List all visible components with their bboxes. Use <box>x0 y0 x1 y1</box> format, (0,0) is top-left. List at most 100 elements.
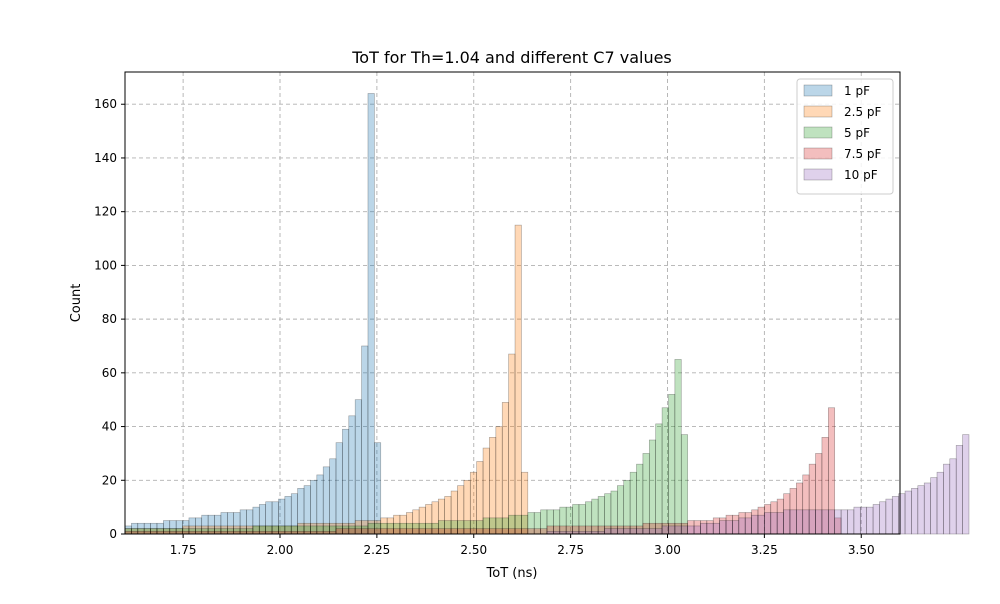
histogram-bar <box>348 528 356 535</box>
series-4-bars <box>546 434 970 535</box>
histogram-bar <box>751 514 759 535</box>
histogram-bar <box>738 517 746 535</box>
histogram-bar <box>783 509 791 535</box>
histogram-bar <box>859 506 867 535</box>
histogram-bar <box>348 415 356 535</box>
histogram-bar <box>469 528 477 535</box>
histogram-bar <box>610 528 618 535</box>
series-0-bars <box>124 93 382 535</box>
y-tick-label: 80 <box>102 312 117 326</box>
histogram-bar <box>674 525 682 535</box>
histogram-bar <box>904 490 912 535</box>
histogram-bar <box>335 528 343 535</box>
histogram-bar <box>700 522 708 535</box>
histogram-bar <box>674 359 682 535</box>
histogram-bar <box>514 528 522 535</box>
histogram-bar <box>425 528 433 535</box>
x-tick-label: 2.25 <box>364 543 391 557</box>
x-tick-label: 3.00 <box>654 543 681 557</box>
histogram-bar <box>840 509 848 535</box>
histogram-bar <box>431 528 439 535</box>
histogram-bar <box>367 93 375 535</box>
x-tick-label: 2.75 <box>557 543 584 557</box>
histogram-bar <box>629 471 637 535</box>
legend: 1 pF 2.5 pF 5 pF 7.5 pF 10 pF <box>796 78 894 195</box>
histogram-bar <box>661 407 669 535</box>
histogram-bar <box>501 402 509 535</box>
legend-box <box>796 78 894 195</box>
histogram-bar <box>335 442 343 535</box>
legend-swatch <box>803 105 833 118</box>
histogram-bar <box>342 528 350 535</box>
histogram-bar <box>693 525 701 535</box>
histogram-bar <box>444 528 452 535</box>
histogram-bar <box>655 423 663 535</box>
histogram-bar <box>808 509 816 535</box>
histogram-bar <box>386 528 394 535</box>
histogram-bar <box>847 509 855 535</box>
histogram-bar <box>521 528 529 535</box>
y-tick-label: 20 <box>102 473 117 487</box>
legend-swatch <box>803 147 833 160</box>
histogram-bar <box>962 434 970 535</box>
histogram-bar <box>361 528 369 535</box>
x-tick-label: 2.50 <box>460 543 487 557</box>
x-tick-label: 3.50 <box>848 543 875 557</box>
histogram-bar <box>412 528 420 535</box>
histogram-bar <box>828 509 836 535</box>
legend-swatch <box>803 84 833 97</box>
legend-label: 7.5 pF <box>844 147 882 161</box>
histogram-bar <box>655 528 663 535</box>
histogram-bar <box>514 224 522 535</box>
histogram-bar <box>834 509 842 535</box>
y-tick-label: 120 <box>94 205 117 219</box>
histogram-bar <box>764 512 772 535</box>
histogram-bar <box>725 520 733 535</box>
histogram-bar <box>744 517 752 535</box>
histogram-bar <box>457 528 465 535</box>
histogram-bar <box>508 353 516 535</box>
histogram-bar <box>642 453 650 535</box>
histogram-bar <box>361 345 369 535</box>
histogram-bar <box>501 528 509 535</box>
histogram-bar <box>955 445 963 535</box>
histogram-bar <box>399 528 407 535</box>
legend-label: 5 pF <box>844 126 870 140</box>
y-tick-label: 160 <box>94 97 117 111</box>
histogram-bar <box>911 488 919 535</box>
histogram-bar <box>680 434 688 535</box>
histogram-bar <box>354 399 362 535</box>
histogram-bar <box>374 528 382 535</box>
histogram-bar <box>489 528 497 535</box>
histogram-bar <box>527 528 535 535</box>
y-tick-label: 40 <box>102 420 117 434</box>
histogram-bar <box>661 525 669 535</box>
histogram-bar <box>712 522 720 535</box>
histogram-bar <box>367 528 375 535</box>
plot-frame <box>124 71 901 535</box>
histogram-bar <box>636 463 644 535</box>
histogram-bar <box>629 528 637 535</box>
y-axis-label: Count <box>69 284 84 323</box>
histogram-bar <box>354 528 362 535</box>
histogram-bar <box>936 471 944 535</box>
histogram-bar <box>476 528 484 535</box>
histogram-bar <box>617 528 625 535</box>
histogram-bar <box>917 485 925 535</box>
histogram-bar <box>450 528 458 535</box>
histogram-bar <box>719 520 727 535</box>
histogram-bar <box>329 458 337 535</box>
histogram-bar <box>687 525 695 535</box>
histogram-bar <box>802 509 810 535</box>
histogram-bar <box>482 528 490 535</box>
histogram-bar <box>949 458 957 535</box>
x-tick-label: 3.25 <box>751 543 778 557</box>
chart-title: ToT for Th=1.04 and different C7 values <box>351 48 672 67</box>
histogram-bar <box>623 528 631 535</box>
histogram-bar <box>393 528 401 535</box>
histogram-bar <box>891 496 899 535</box>
histogram-bar <box>757 514 765 535</box>
x-axis: 1.75 2.00 2.25 2.50 2.75 3.00 3.25 3.50 <box>170 534 875 557</box>
histogram-bar <box>648 528 656 535</box>
